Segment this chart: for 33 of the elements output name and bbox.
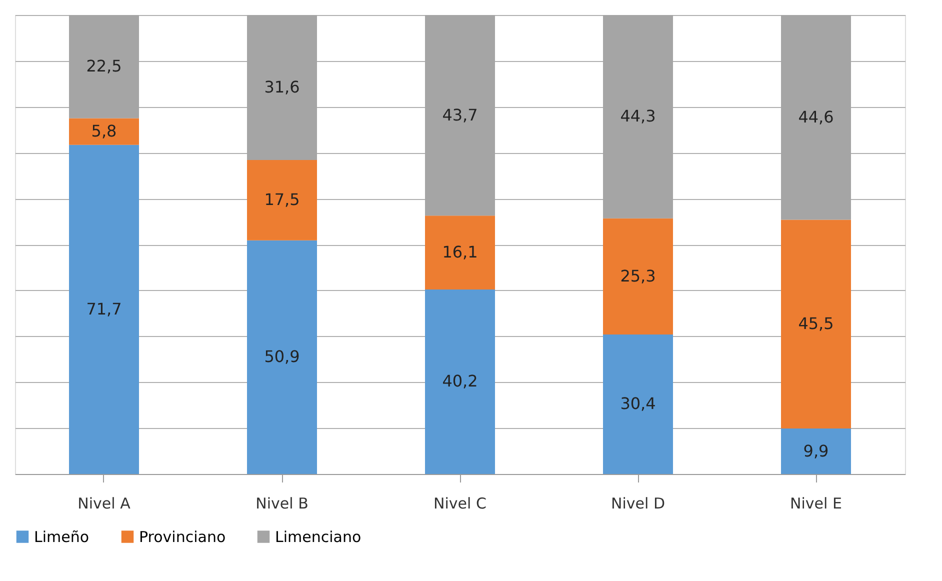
bar: [425, 216, 495, 290]
data-label: 25,3: [620, 266, 656, 286]
x-tick-label: Nivel B: [256, 494, 308, 512]
bar: [781, 220, 851, 429]
data-label: 71,7: [86, 299, 122, 318]
legend-label: Limeño: [34, 528, 90, 546]
data-label: 50,9: [264, 347, 300, 366]
bar: [425, 289, 495, 474]
data-label: 43,7: [442, 105, 478, 124]
data-label: 5,8: [91, 122, 117, 141]
bar: [247, 160, 317, 240]
x-tick-label: Nivel D: [611, 494, 665, 512]
bar: [247, 240, 317, 474]
data-label: 22,5: [86, 56, 122, 76]
x-tick-label: Nivel C: [434, 494, 486, 512]
bar: [69, 118, 139, 145]
legend-label: Limenciano: [275, 528, 362, 546]
bar: [781, 428, 851, 474]
data-label: 30,4: [620, 394, 656, 414]
data-label: 16,1: [442, 242, 478, 262]
legend-label: Provinciano: [139, 528, 226, 546]
bar: [69, 144, 139, 474]
data-label: 9,9: [803, 441, 829, 460]
bar: [603, 334, 673, 474]
data-label: 44,3: [620, 106, 656, 126]
data-label: 45,5: [798, 314, 834, 334]
x-tick-label: Nivel E: [790, 494, 842, 512]
data-label: 17,5: [264, 190, 300, 210]
data-label: 44,6: [798, 107, 834, 126]
bar: [603, 218, 673, 334]
data-label: 31,6: [264, 78, 300, 97]
x-tick-label: Nivel A: [78, 494, 132, 512]
data-label: 40,2: [442, 372, 478, 391]
